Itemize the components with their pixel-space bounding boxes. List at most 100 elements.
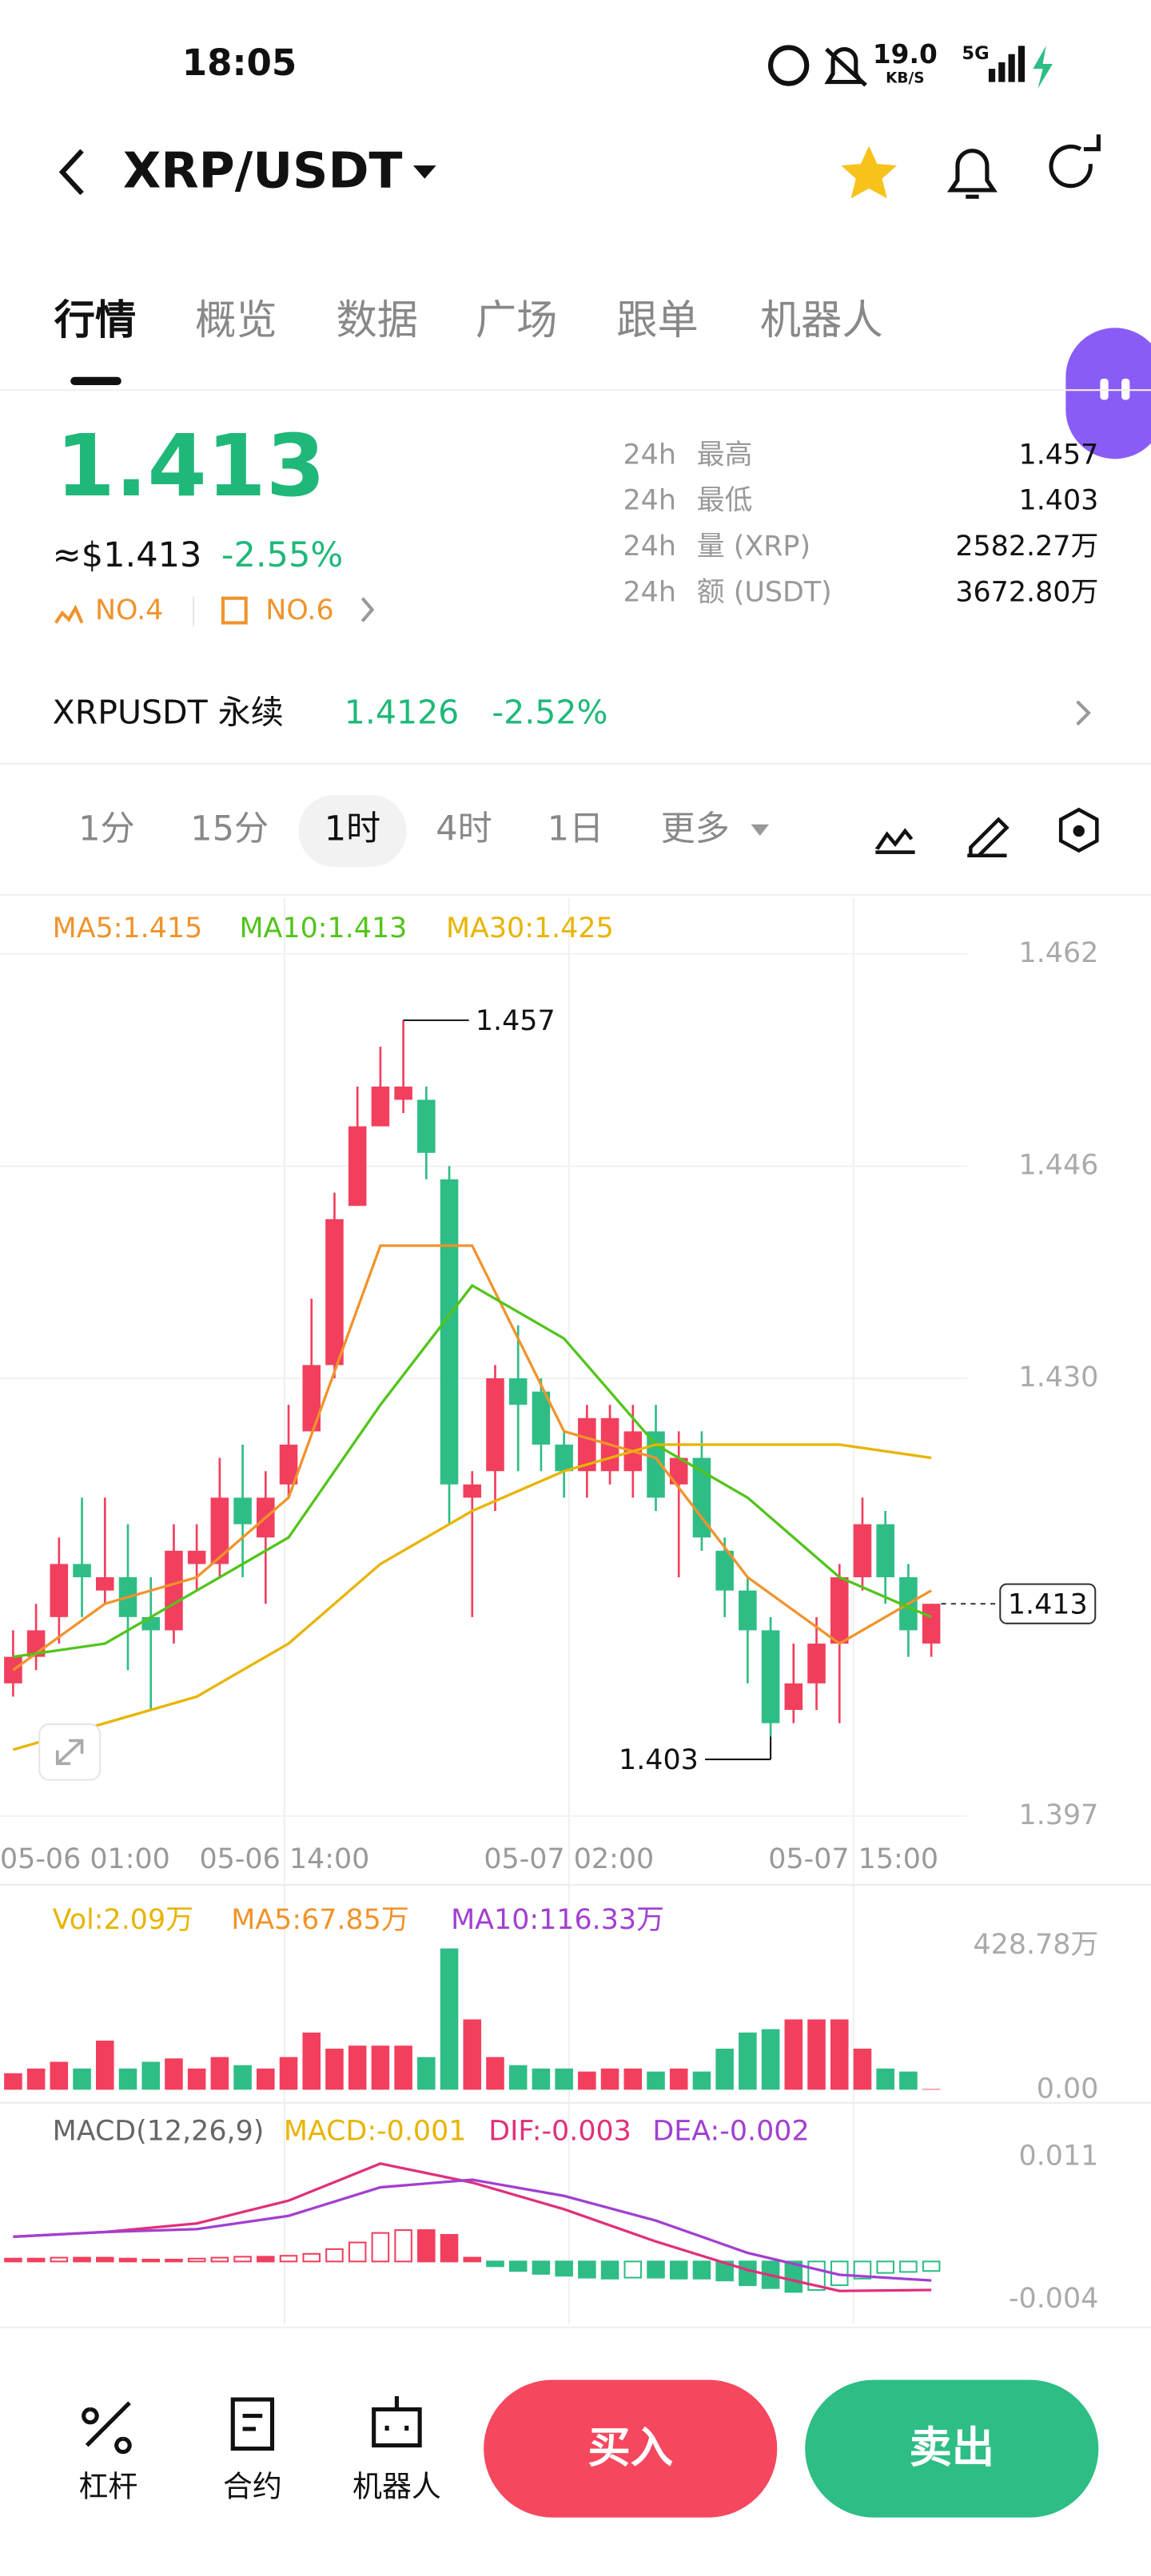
rank-1[interactable]: NO.4 [95,594,163,626]
candle-body [394,1086,412,1100]
candle-body [784,1683,803,1711]
contract-icon[interactable] [230,2397,275,2451]
candle-body [233,1497,252,1525]
tab-indicator [70,376,121,386]
charts: 1.462 1.446 1.430 1.397 05-06 01:00 05-06 14:… [0,898,1151,2324]
nav-label[interactable]: 机器人 [352,2469,441,2503]
nav-label[interactable]: 杠杆 [78,2469,137,2503]
legend-entry: Vol:2.09万 [53,1904,193,1936]
buy-label[interactable]: 买入 [587,2422,673,2472]
settings-dot [1073,825,1085,837]
y-tick-label: 0.011 [1019,2140,1099,2172]
stat-period: 24h [623,531,675,563]
tab[interactable]: 跟单 [616,296,699,344]
candle-body [141,1616,161,1631]
volume-bar [233,2065,252,2090]
macd-bar [715,2260,734,2282]
candle-body [922,1604,941,1644]
macd-bar [532,2260,551,2275]
legend-entry: DIF:-0.003 [488,2116,631,2148]
volume-bar [325,2049,344,2090]
intervals: 1分 15分 1时 4时 1日 更多 [78,809,730,849]
indicator-icon[interactable] [875,828,915,854]
tab[interactable]: 数据 [337,296,419,344]
candle-body [440,1179,459,1485]
buy-button[interactable] [484,2379,778,2518]
volume-bar [187,2068,206,2090]
candle-body [761,1630,780,1723]
stat-label: 额 (USDT) [697,577,832,609]
macd-bar [784,2260,803,2293]
stat-label: 最高 [697,439,753,471]
interval[interactable]: 更多 [661,809,730,849]
volume-bar [647,2071,665,2090]
volume-bar [165,2058,183,2090]
volume-bar [692,2071,711,2090]
stat-label: 量 (XRP) [697,531,810,563]
candle-body [830,1577,849,1644]
interval[interactable]: 1时 [325,809,380,849]
tab[interactable]: 机器人 [760,296,883,344]
assistant-bubble[interactable] [1065,328,1151,459]
share-icon[interactable] [1049,134,1101,189]
y-tick-label: 1.462 [1019,937,1099,969]
tab[interactable]: 概览 [195,296,277,344]
signal-icon [988,46,1026,82]
rank-2[interactable]: NO.6 [265,594,333,626]
sell-button[interactable] [805,2379,1099,2518]
perp-price: 1.4126 [345,693,460,731]
tab[interactable]: 行情 [54,296,137,344]
macd-bar [257,2256,275,2263]
candle-body [96,1577,114,1591]
candle-body [165,1550,183,1631]
volume-bar [348,2045,367,2090]
dropdown-arrow[interactable] [751,824,770,837]
macd-bar [302,2252,321,2263]
draw-icon[interactable] [967,817,1010,858]
alert-bell[interactable] [946,149,998,199]
alarm-icon [768,45,810,86]
candle-body [578,1417,596,1472]
volume-bar [578,2071,596,2090]
leverage-icon[interactable] [82,2401,132,2455]
volume-bar [141,2061,161,2090]
bot-icon[interactable] [372,2395,422,2448]
interval[interactable]: 1分 [78,809,134,849]
volume-bar [807,2019,826,2090]
candle-body [555,1445,573,1472]
interval[interactable]: 4时 [436,809,492,849]
legend-entry: MACD(12,26,9) [53,2116,265,2148]
back-button[interactable] [58,149,84,196]
pair-title[interactable]: XRP/USDT [123,142,403,200]
perp-name[interactable]: XRPUSDT 永续 [53,693,284,731]
volume-bar [371,2045,390,2090]
volume-bar [440,1948,459,2090]
chevron[interactable] [1076,700,1091,726]
interval[interactable]: 1日 [548,809,603,849]
battery-icon [1033,46,1053,89]
favorite-star[interactable] [841,145,898,199]
macd-bar [73,2256,91,2263]
price-change: -2.55% [221,535,343,575]
macd-bar [325,2248,344,2263]
pair-dropdown[interactable] [412,165,436,179]
nav-label[interactable]: 合约 [223,2469,282,2503]
last-price-box [999,1583,1097,1624]
macd-bar [4,2257,22,2263]
candle-body [73,1564,91,1578]
y-tick-label: 0.00 [1037,2073,1099,2105]
tab[interactable]: 广场 [476,296,558,344]
mute-icon [824,47,867,87]
volume-bar [50,2061,69,2090]
chevron [360,597,375,622]
volume-bar [279,2057,298,2090]
indicator-line [12,1244,932,1672]
candle-body [371,1086,390,1127]
interval[interactable]: 15分 [190,809,269,849]
sell-label[interactable]: 卖出 [909,2422,994,2472]
volume-bar [876,2068,894,2090]
settings-icon[interactable] [1058,807,1099,853]
y-tick-label: 1.446 [1019,1149,1099,1181]
macd-bar [508,2260,528,2272]
